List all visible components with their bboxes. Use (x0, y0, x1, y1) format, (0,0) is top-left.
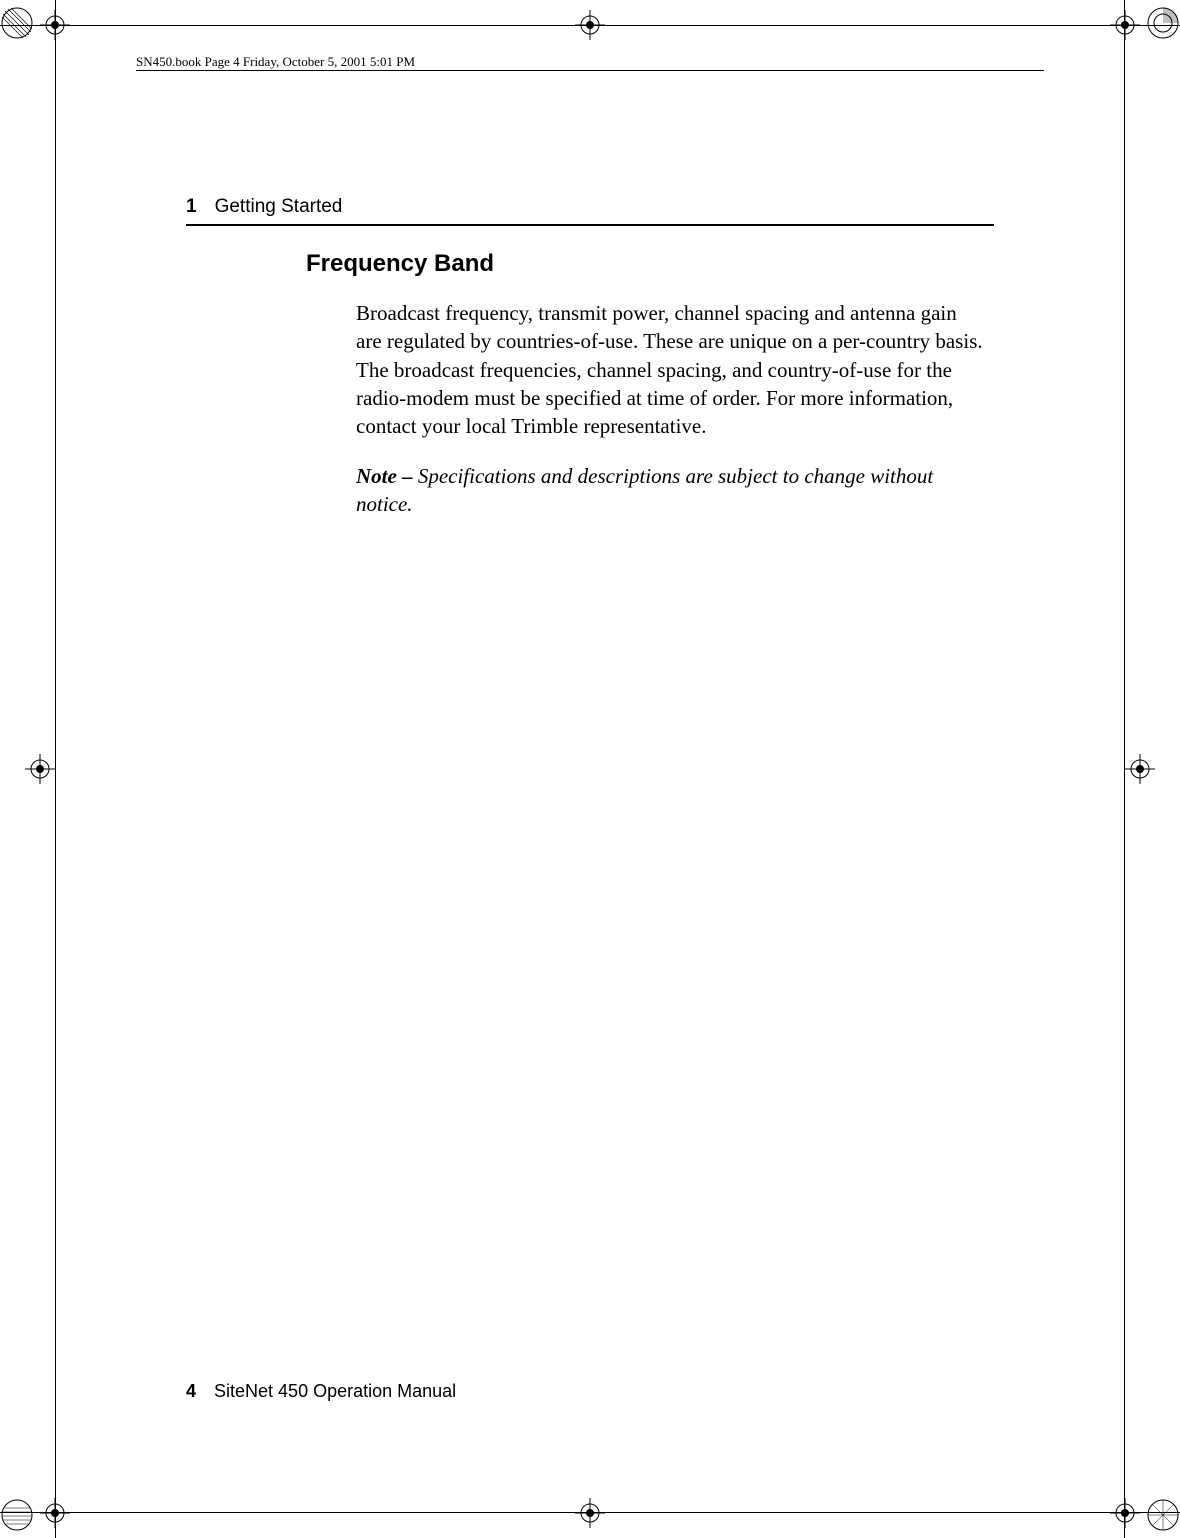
body-paragraph: Broadcast frequency, transmit power, cha… (356, 299, 984, 441)
page-frame: SN450.book Page 4 Friday, October 5, 200… (55, 25, 1125, 1513)
footer-title: SiteNet 450 Operation Manual (214, 1381, 456, 1401)
corner-ornament-icon (1146, 1498, 1180, 1532)
corner-ornament-icon (1146, 6, 1180, 40)
chapter-number: 1 (186, 196, 197, 217)
section-rule (186, 224, 994, 226)
page-content: 1 Getting Started Frequency Band Broadcas… (186, 196, 994, 539)
page-number: 4 (186, 1381, 196, 1401)
page-footer: 4 SiteNet 450 Operation Manual (186, 1381, 456, 1402)
section-title: Frequency Band (306, 250, 994, 278)
chapter-title: Getting Started (215, 196, 343, 217)
note-body: Specifications and descriptions are subj… (356, 464, 933, 516)
corner-ornament-icon (0, 6, 34, 40)
header-rule (136, 70, 1044, 71)
running-head: 1 Getting Started (186, 196, 994, 218)
registration-mark-icon (1125, 754, 1155, 784)
registration-mark-icon (25, 754, 55, 784)
corner-ornament-icon (0, 1498, 34, 1532)
note-label: Note – (356, 464, 418, 488)
page-header-text: SN450.book Page 4 Friday, October 5, 200… (136, 54, 415, 70)
note-paragraph: Note – Specifications and descriptions a… (356, 462, 984, 519)
